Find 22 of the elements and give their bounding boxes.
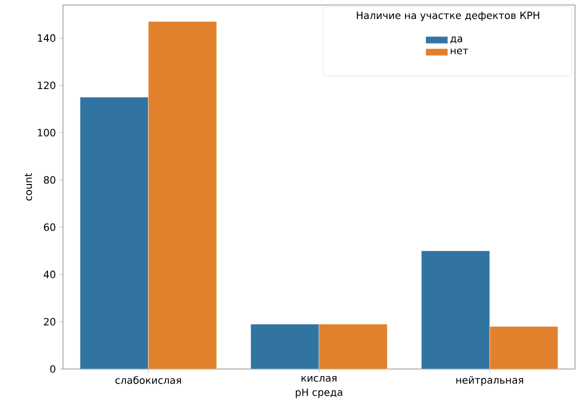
x-axis-title: pH среда bbox=[296, 388, 342, 398]
y-axis-title: count bbox=[24, 173, 32, 201]
y-tick-label: 100 bbox=[38, 128, 56, 136]
bar bbox=[250, 324, 320, 369]
legend-label: нет bbox=[450, 48, 468, 54]
y-tick-label: 120 bbox=[38, 82, 56, 90]
legend-title: Наличие на участке дефектов КРН bbox=[356, 12, 540, 22]
x-tick-label: слабокислая bbox=[115, 376, 181, 384]
y-tick-label: 60 bbox=[44, 223, 56, 231]
y-tick-label: 20 bbox=[44, 318, 56, 326]
bar bbox=[421, 250, 490, 369]
bar bbox=[490, 326, 558, 369]
legend-label: да bbox=[450, 36, 462, 44]
x-tick-label: нейтральная bbox=[456, 376, 524, 386]
y-tick-label: 80 bbox=[44, 176, 56, 184]
y-tick-label: 40 bbox=[44, 270, 56, 278]
y-tick-label: 0 bbox=[50, 365, 56, 373]
y-tick-label: 140 bbox=[38, 34, 56, 42]
bar bbox=[148, 22, 217, 369]
x-tick-label: кислая bbox=[302, 376, 336, 382]
bar bbox=[80, 97, 148, 369]
bar bbox=[318, 324, 388, 369]
